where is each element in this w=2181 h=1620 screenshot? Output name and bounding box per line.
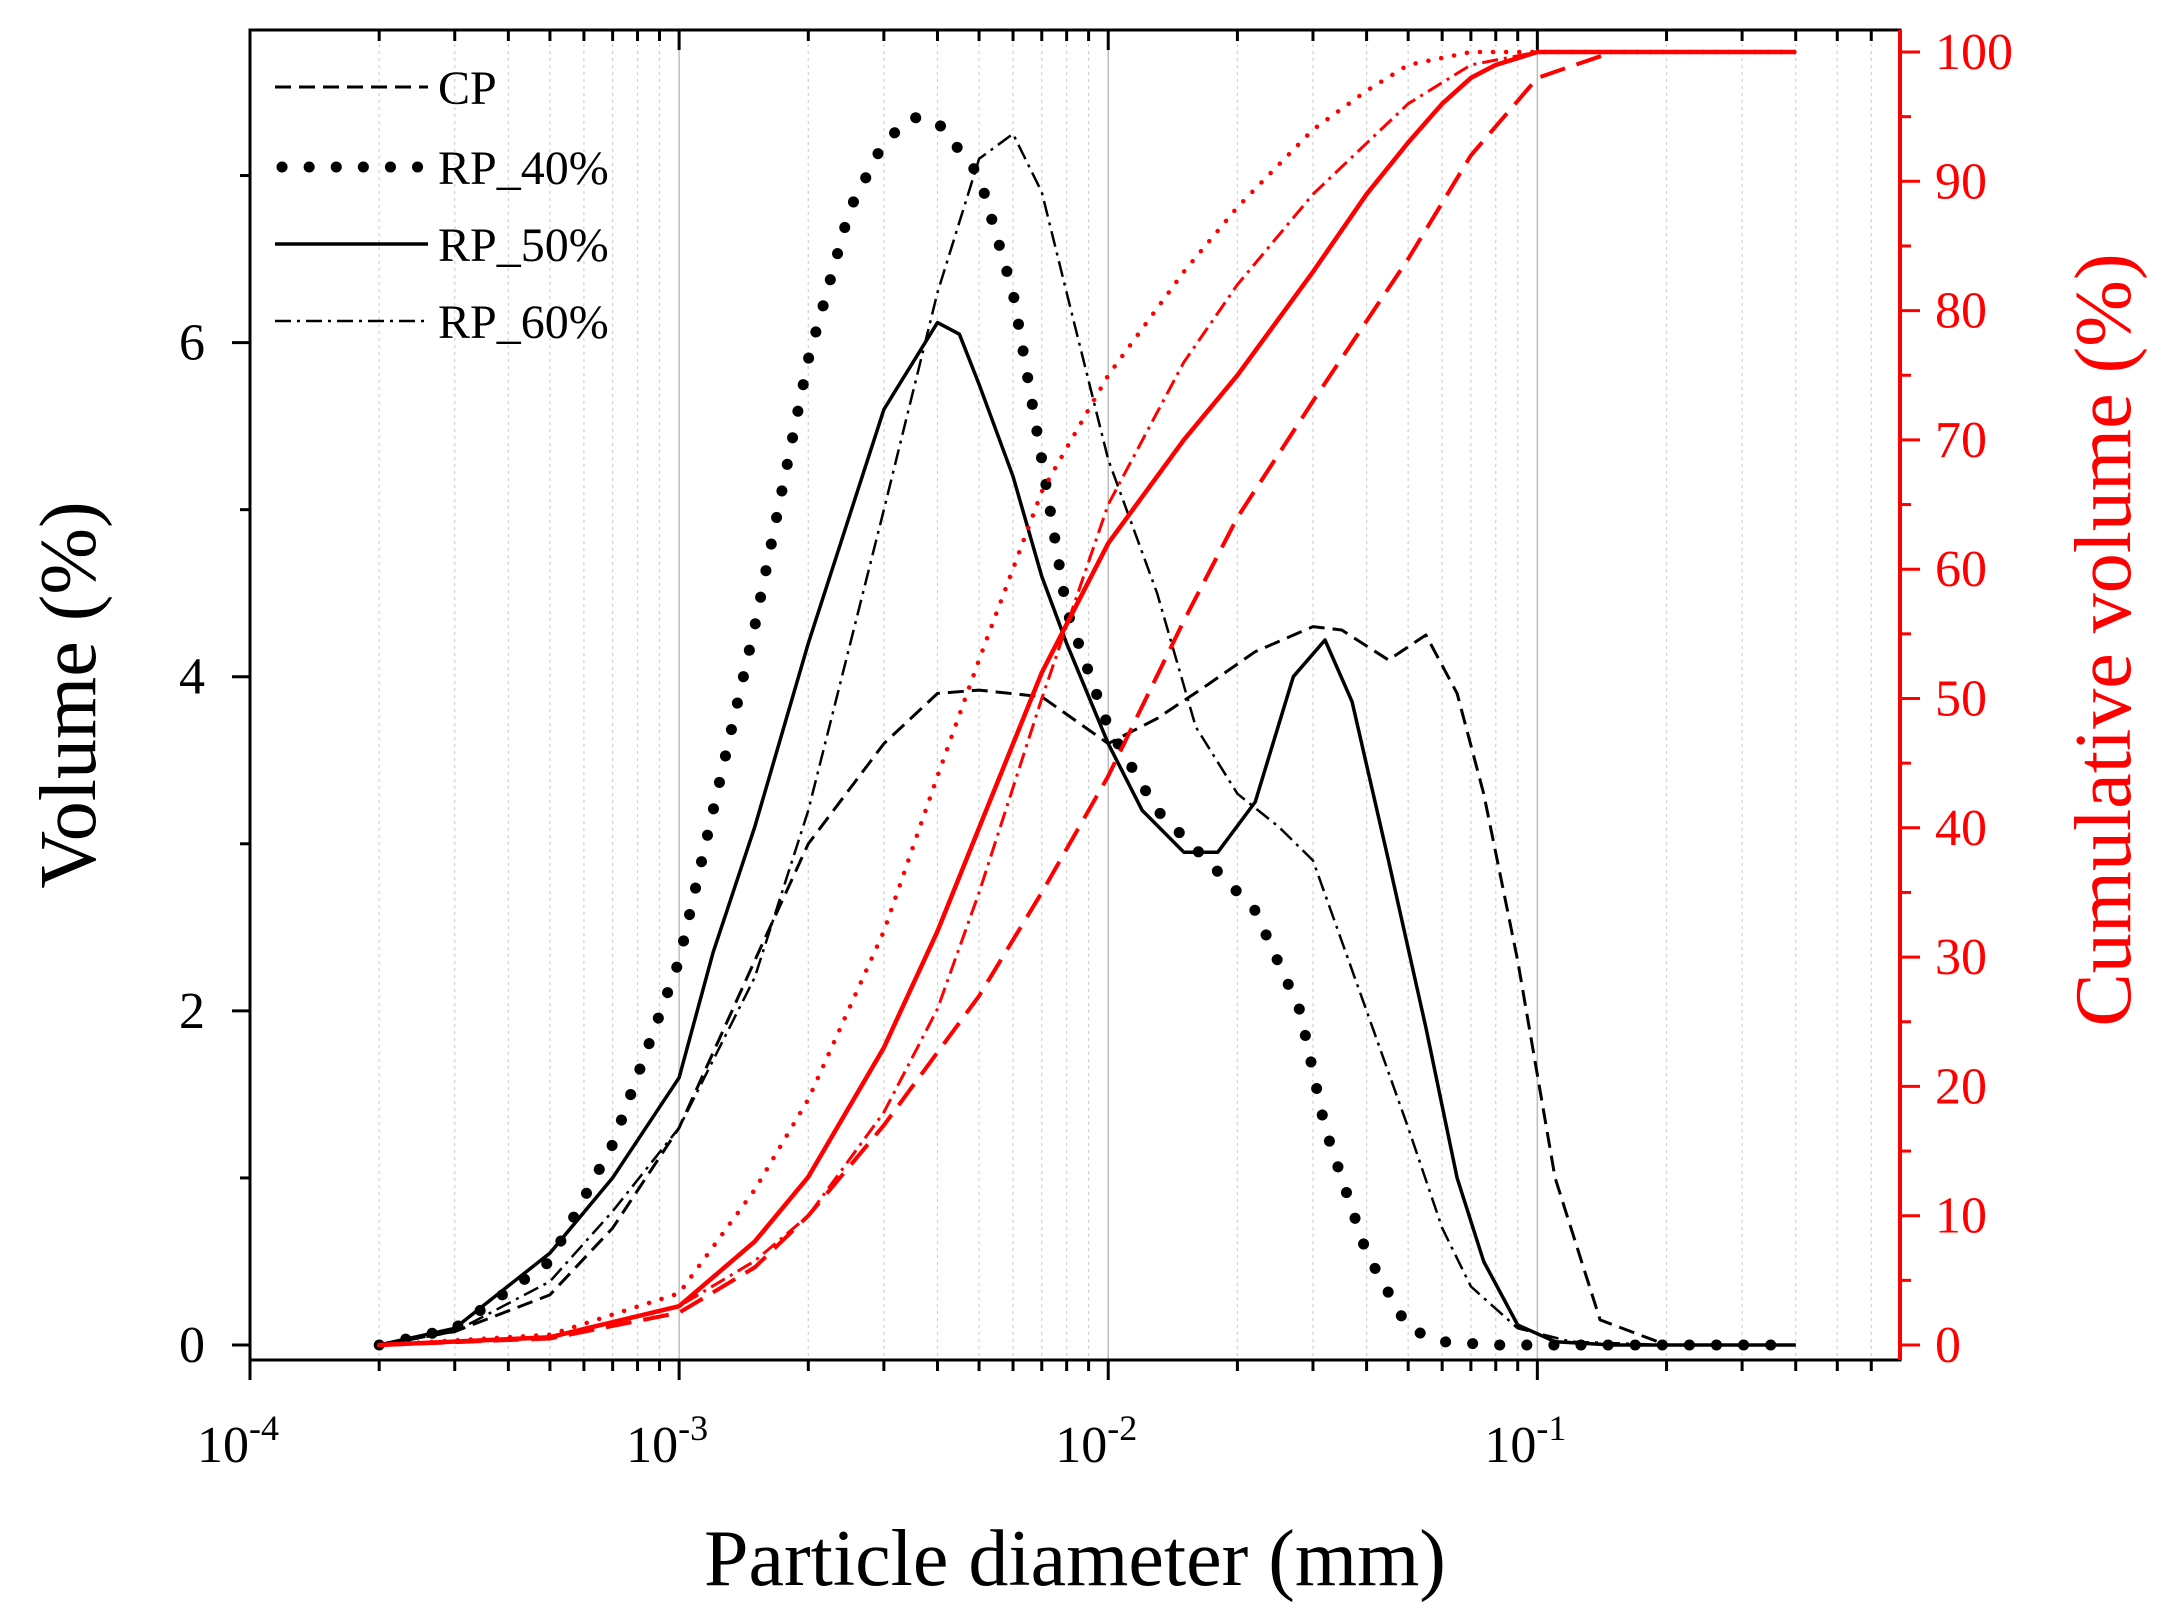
x-tick-label: 10-4	[197, 1408, 279, 1474]
legend-label-rp60: RP_60%	[438, 296, 609, 349]
x-tick-label: 10-3	[626, 1408, 708, 1474]
series-line-cp	[378, 625, 1796, 1347]
legend-label-cp: CP	[438, 62, 497, 115]
y2-tick-label: 10	[1935, 1188, 1987, 1245]
y2-tick-label: 50	[1935, 671, 1987, 728]
y2-tick-label: 90	[1935, 153, 1987, 210]
series-line-rp-60-	[378, 132, 1796, 1347]
series-line-rp-50-	[378, 320, 1796, 1347]
legend-label-rp40: RP_40%	[438, 142, 609, 195]
series-line-rp-60-cumulative	[379, 50, 1796, 1347]
series-line-rp-40-cumulative	[376, 49, 1798, 1348]
y-tick-label: 4	[179, 649, 205, 706]
y-tick-label: 2	[179, 983, 205, 1040]
x-tick-label: 10-2	[1055, 1408, 1137, 1474]
y2-tick-label: 60	[1935, 541, 1987, 598]
y-tick-label: 6	[179, 315, 205, 372]
y2-tick-label: 40	[1935, 800, 1987, 857]
series-line-rp-40-	[373, 111, 1802, 1351]
legend: CP RP_40% RP_50% RP_60%	[275, 62, 609, 349]
x-axis: 10-4 10-3 10-2 10-1	[197, 30, 1873, 1474]
y2-tick-label: 30	[1935, 929, 1987, 986]
y2-tick-label: 100	[1935, 24, 2013, 81]
y2-axis: 0 10 20 30 40 50 60 70 80 90 100	[1900, 24, 2013, 1374]
y2-tick-label: 80	[1935, 283, 1987, 340]
series-line-rp-50-cumulative	[379, 49, 1796, 1348]
y2-tick-label: 70	[1935, 412, 1987, 469]
y2-axis-title: Cumulative volume (%)	[2060, 253, 2148, 1026]
y2-tick-label: 20	[1935, 1058, 1987, 1115]
series-line-cp-cumulative	[379, 50, 1796, 1347]
y-axis-title: Volume (%)	[25, 501, 113, 888]
x-tick-label: 10-1	[1484, 1408, 1566, 1474]
y-tick-label: 0	[179, 1317, 205, 1374]
y2-tick-label: 0	[1935, 1317, 1961, 1374]
legend-label-rp50: RP_50%	[438, 219, 609, 272]
y-axis: 0 2 4 6	[179, 174, 250, 1374]
x-axis-title: Particle diameter (mm)	[704, 1515, 1446, 1603]
series-layer	[373, 49, 1802, 1351]
